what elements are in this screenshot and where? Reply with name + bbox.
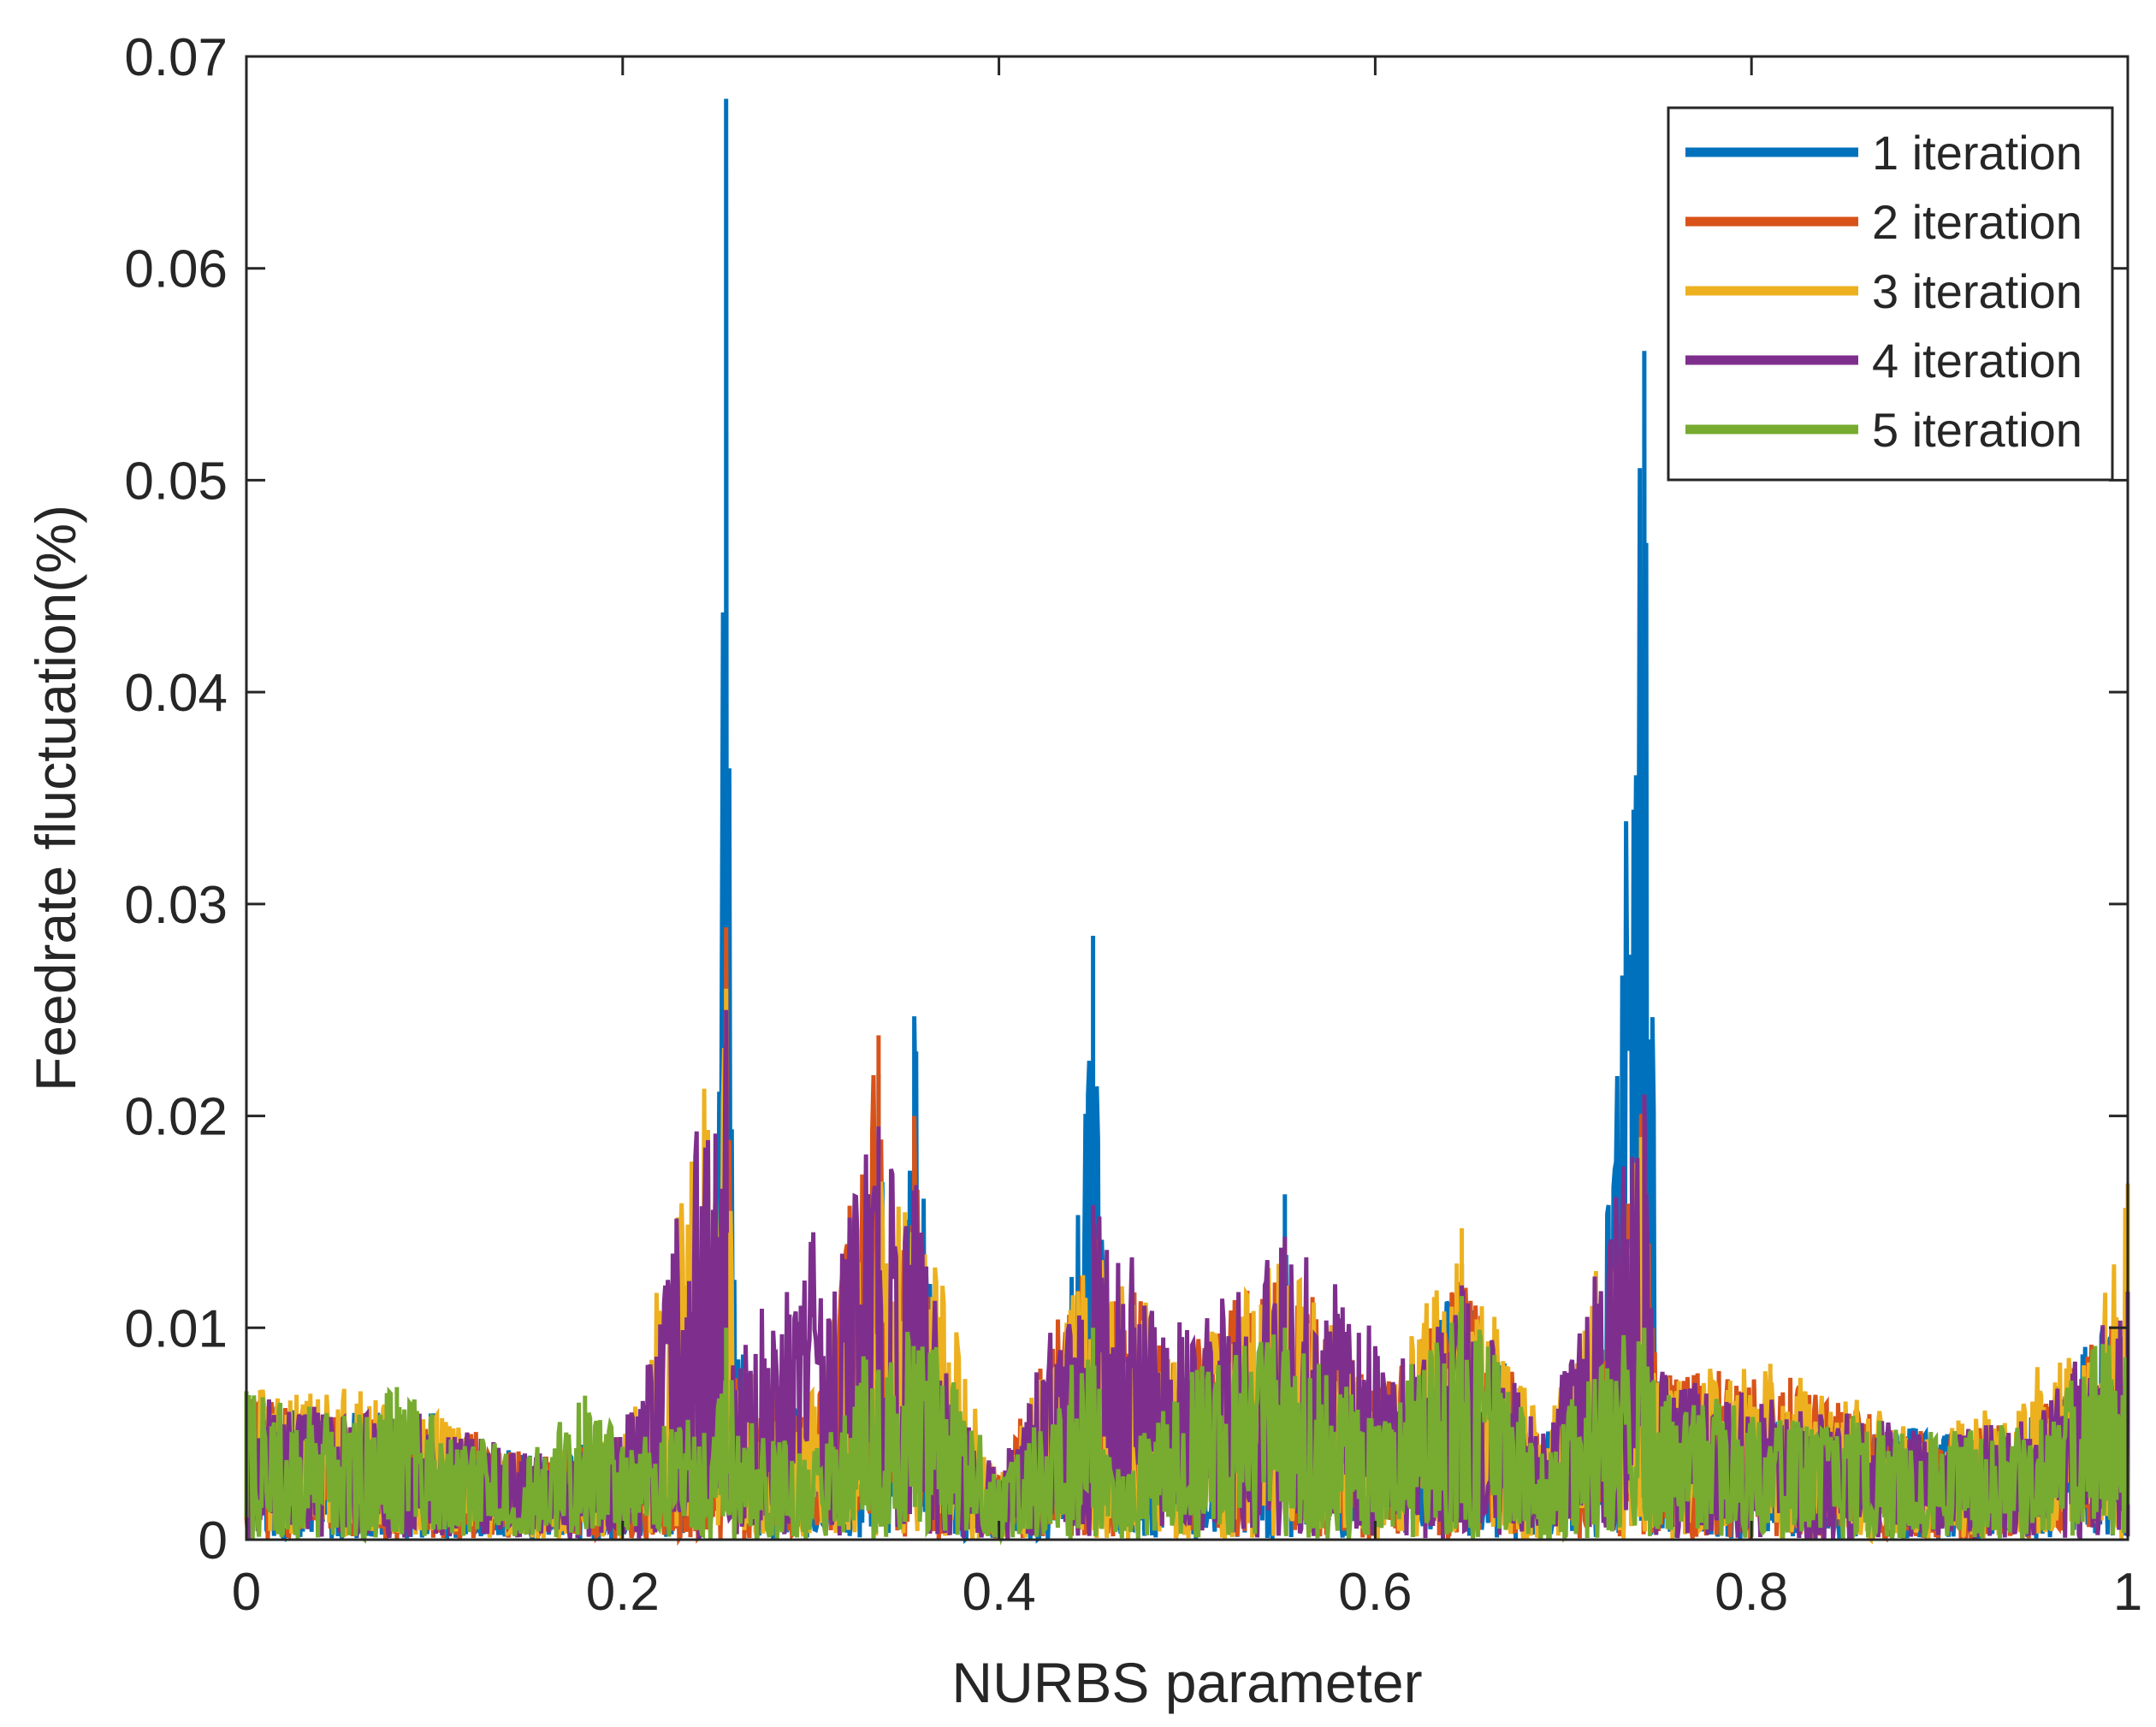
series-line-5 — [244, 1296, 2130, 1546]
x-tick-label: 0.4 — [962, 1563, 1035, 1622]
x-axis-label: NURBS parameter — [951, 1651, 1422, 1714]
y-tick-label: 0 — [198, 1511, 228, 1570]
series-layer — [244, 98, 2130, 1547]
y-tick-label: 0.02 — [124, 1088, 228, 1147]
y-tick-label: 0.03 — [124, 876, 228, 935]
legend-label-3: 3 iteration — [1872, 264, 2082, 318]
x-tick-label: 0.6 — [1338, 1563, 1412, 1622]
legend-label-4: 4 iteration — [1872, 334, 2082, 387]
legend-label-1: 1 iteration — [1872, 126, 2082, 180]
y-axis-label: Feedrate fluctuation(%) — [24, 505, 87, 1091]
x-tick-label: 1 — [2113, 1563, 2142, 1622]
tick-layer: 0 0.2 0.4 0.6 0.8 1 0 0.01 0.02 0.03 0.04 0.05 0.06 0… — [124, 28, 2142, 1622]
y-tick-label: 0.04 — [124, 664, 228, 723]
y-tick-label: 0.07 — [124, 28, 228, 87]
legend-label-2: 2 iteration — [1872, 195, 2082, 249]
x-tick-label: 0.8 — [1715, 1563, 1788, 1622]
y-tick-label: 0.06 — [124, 240, 228, 299]
x-tick-label: 0 — [232, 1563, 261, 1622]
y-tick-label: 0.05 — [124, 452, 228, 511]
legend: 1 iteration 2 iteration 3 iteration 4 itera… — [1667, 106, 2114, 482]
x-tick-label: 0.2 — [586, 1563, 660, 1622]
y-tick-label: 0.01 — [124, 1299, 228, 1358]
plot-area-frame — [245, 55, 2129, 1541]
legend-label-5: 5 iteration — [1872, 403, 2082, 457]
